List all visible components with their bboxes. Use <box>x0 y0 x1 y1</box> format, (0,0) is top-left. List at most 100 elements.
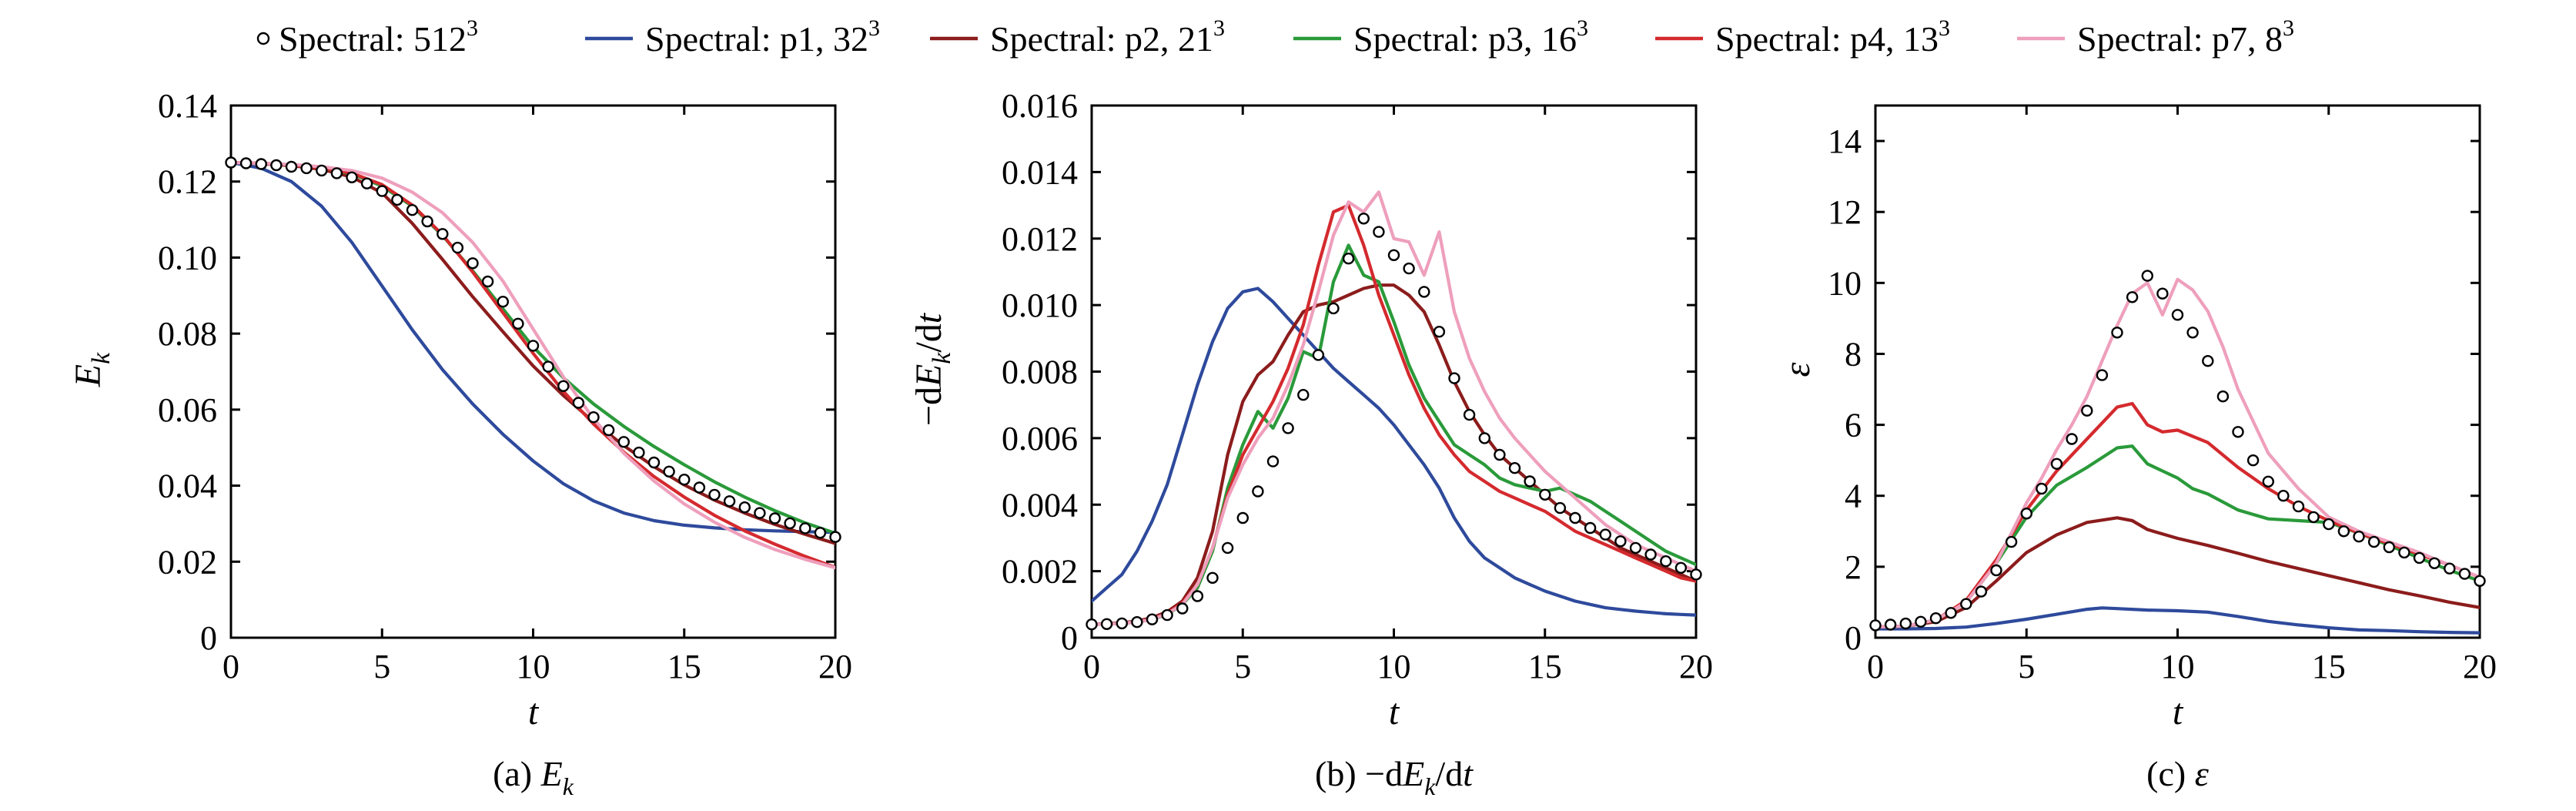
reference-point <box>300 162 313 175</box>
reference-point <box>1206 571 1219 584</box>
reference-point <box>1960 598 1972 610</box>
series-line-5 <box>231 160 835 570</box>
reference-point <box>708 488 721 501</box>
reference-point <box>1327 302 1340 315</box>
y-tick-label: 0.14 <box>158 87 217 125</box>
reference-point <box>2323 518 2335 531</box>
reference-point <box>663 465 675 478</box>
reference-point <box>1342 253 1355 265</box>
reference-point <box>512 317 524 330</box>
x-tick-label: 15 <box>2312 648 2346 685</box>
legend-item: Spectral: p3, 163 <box>1293 15 1588 59</box>
reference-point <box>2156 287 2169 300</box>
y-tick-label: 0.010 <box>1002 287 1078 324</box>
reference-point <box>1990 564 2002 577</box>
reference-point <box>1690 568 1702 581</box>
reference-point <box>1266 455 1280 467</box>
series-line-1 <box>231 160 835 535</box>
reference-point <box>754 507 766 519</box>
x-tick-label: 20 <box>818 648 852 685</box>
series-line-5 <box>1092 190 1696 626</box>
panel-caption: (a) Ek <box>493 754 574 800</box>
reference-point <box>633 446 645 459</box>
reference-point <box>1915 615 1927 628</box>
legend-item: Spectral: 5123 <box>256 15 478 59</box>
reference-point <box>768 512 781 524</box>
legend-item: Spectral: p7, 83 <box>2017 15 2294 59</box>
reference-point <box>602 424 615 437</box>
reference-point <box>2096 369 2109 381</box>
reference-point <box>2036 482 2048 495</box>
reference-point <box>723 495 736 508</box>
legend-label: Spectral: p4, 133 <box>1715 15 1950 59</box>
reference-point <box>239 157 253 169</box>
reference-point <box>2428 557 2441 569</box>
reference-point <box>2262 475 2275 488</box>
x-tick-label: 20 <box>1679 648 1713 685</box>
y-tick-label: 0.06 <box>158 391 217 429</box>
y-tick-label: 0.002 <box>1002 553 1078 591</box>
reference-point <box>1463 408 1476 421</box>
y-tick-label: 0.10 <box>158 239 217 276</box>
reference-point <box>2474 575 2486 587</box>
reference-point <box>1524 475 1536 488</box>
reference-point <box>1131 616 1143 628</box>
reference-point <box>1554 501 1567 514</box>
y-axis-label: Ek <box>68 352 115 387</box>
reference-point <box>1614 535 1627 548</box>
reference-point <box>2413 551 2426 565</box>
legend-item: Spectral: p2, 213 <box>930 15 1225 59</box>
legend-item: Spectral: p4, 133 <box>1655 15 1950 59</box>
reference-point <box>572 397 585 409</box>
series-line-2 <box>1092 283 1696 626</box>
y-tick-label: 10 <box>1828 264 1862 302</box>
x-axis-label: t <box>1389 692 1400 732</box>
reference-point <box>1539 488 1551 501</box>
reference-point <box>2081 404 2093 417</box>
panel-a-kinetic-energy: 0 5 10 15 20 0 0.02 0.04 0.06 0.08 0.10 0.12 0.14 t Ek… <box>68 87 852 800</box>
y-tick-label: 12 <box>1828 193 1862 231</box>
reference-point <box>1478 432 1491 444</box>
reference-point <box>1584 521 1597 535</box>
y-tick-label: 0.012 <box>1002 220 1078 258</box>
x-tick-label: 10 <box>1377 648 1411 685</box>
reference-point <box>225 156 237 169</box>
reference-point <box>2020 508 2033 520</box>
y-tick-label: 0.02 <box>158 543 217 581</box>
reference-point <box>2277 490 2290 502</box>
reference-point <box>360 177 373 189</box>
reference-point <box>1387 249 1400 261</box>
reference-point <box>2216 390 2230 403</box>
reference-point <box>2337 525 2350 538</box>
y-tick-label: 0 <box>1845 619 1862 657</box>
reference-point <box>346 171 358 184</box>
series-line-5 <box>1875 277 2480 629</box>
reference-point <box>2186 327 2199 339</box>
reference-point <box>814 527 827 539</box>
reference-point <box>2202 355 2214 367</box>
series-line-4 <box>1875 401 2480 629</box>
reference-point <box>738 501 751 514</box>
reference-point <box>2141 270 2154 282</box>
y-tick-label: 14 <box>1828 122 1862 160</box>
y-tick-label: 0.014 <box>1002 153 1078 191</box>
reference-point <box>557 380 570 392</box>
legend-marker <box>256 32 270 45</box>
reference-point <box>1191 590 1204 602</box>
reference-point <box>1674 561 1688 574</box>
reference-point <box>2398 546 2410 559</box>
reference-point <box>1869 619 1882 632</box>
reference-point <box>1884 618 1897 631</box>
panel-caption: (b) −dEk/dt <box>1315 754 1474 800</box>
legend-item: Spectral: p1, 323 <box>585 15 880 59</box>
reference-point <box>1312 349 1325 361</box>
y-axis-label: −dEk/dt <box>908 312 956 426</box>
x-axis-label: t <box>2173 692 2184 732</box>
reference-point <box>1236 511 1250 524</box>
panel-b-dissipation-rate: 0 5 10 15 20 0 0.002 0.004 0.006 0.008 0.010 0.012 0… <box>908 87 1713 800</box>
y-tick-label: 0.04 <box>158 467 217 505</box>
x-tick-label: 15 <box>667 648 701 685</box>
reference-point <box>1252 485 1264 498</box>
legend-label: Spectral: p3, 163 <box>1353 15 1588 59</box>
reference-point <box>1433 326 1446 338</box>
